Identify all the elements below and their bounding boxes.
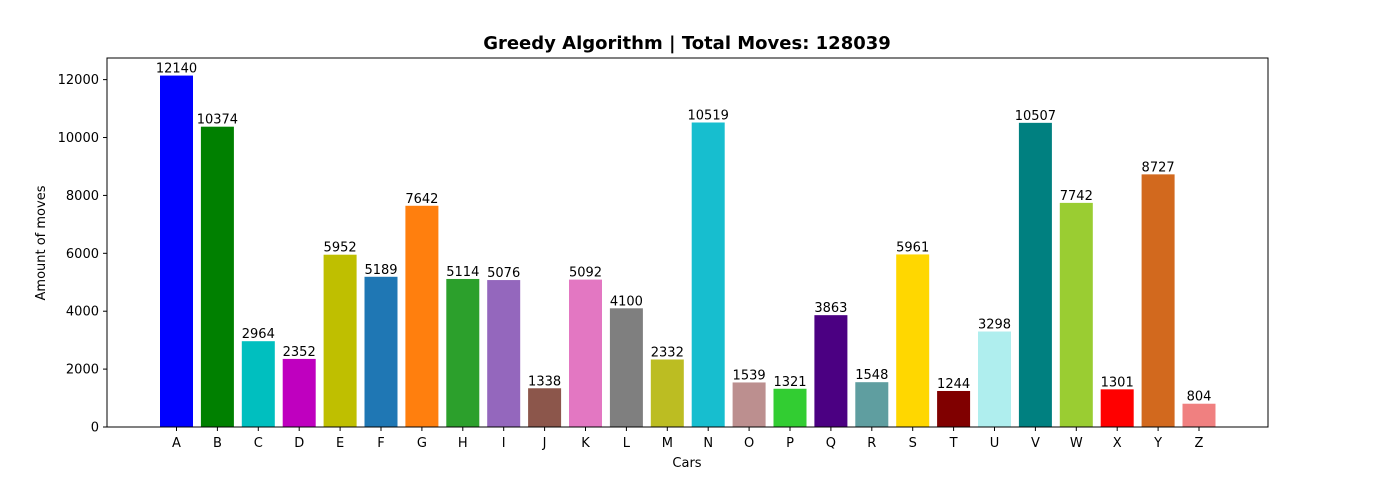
x-tick-label-u: U [990,436,1000,451]
bar-h [446,278,480,427]
bar-value-label-f: 5189 [364,263,397,278]
bar-s [896,254,930,427]
x-tick-label-v: V [1031,436,1040,451]
bar-b [200,126,234,427]
bar-x [1100,389,1134,427]
x-tick-label-o: O [744,436,754,451]
bar-value-label-i: 5076 [487,266,520,281]
x-tick-label-m: M [662,436,673,451]
y-tick-label-6000: 6000 [66,247,99,262]
bar-value-label-z: 804 [1187,390,1212,405]
bar-value-label-y: 8727 [1142,160,1175,175]
bar-z [1182,403,1216,427]
bar-f [364,276,398,427]
bar-c [241,341,275,427]
bar-e [323,254,357,427]
bar-value-label-j: 1338 [528,374,561,389]
y-tick-label-8000: 8000 [66,189,99,204]
bar-d [282,358,316,427]
bar-value-label-a: 12140 [156,62,197,77]
bar-l [609,308,643,427]
bar-value-label-n: 10519 [688,109,729,124]
plot-frame [106,57,1269,428]
bar-value-label-r: 1548 [855,368,888,383]
x-axis-label: Cars [672,456,701,471]
x-tick-label-q: Q [826,436,836,451]
y-axis-ticks: 0 2000 4000 6000 8000 10000 12000 [58,73,107,436]
bar-u [978,331,1011,427]
bar-value-label-m: 2332 [651,345,684,360]
bar-value-labels: 12140 10374 2964 2352 5952 5189 7642 5114 5076 13… [156,62,1212,405]
bar-value-label-w: 7742 [1060,189,1093,204]
x-tick-label-f: F [377,436,384,451]
x-tick-label-k: K [581,436,590,451]
x-tick-label-c: C [254,436,263,451]
bar-w [1059,202,1093,427]
bar-value-label-t: 1244 [937,377,970,392]
bar-value-label-c: 2964 [242,327,275,342]
bar-p [773,388,807,427]
bar-value-label-x: 1301 [1101,375,1134,390]
x-tick-label-r: R [867,436,876,451]
y-tick-label-0: 0 [91,421,99,436]
bar-y [1141,174,1175,427]
x-tick-label-a: A [172,436,181,451]
y-tick-label-4000: 4000 [66,305,99,320]
x-tick-label-t: T [949,436,958,451]
x-tick-label-j: J [542,436,547,451]
bar-value-label-o: 1539 [733,368,766,383]
x-axis-ticks: A B C D E F G H I J K L M N O P Q R S T U V W X Y Z [172,427,1204,451]
x-tick-label-w: W [1070,436,1083,451]
chart-title: Greedy Algorithm | Total Moves: 128039 [483,33,891,54]
bar-value-label-e: 5952 [324,241,357,256]
x-tick-label-i: I [502,436,506,451]
bar-n [691,122,725,427]
x-tick-label-d: D [294,436,304,451]
x-tick-label-y: Y [1153,436,1162,451]
y-tick-label-12000: 12000 [58,73,99,88]
bar-g [405,205,439,427]
bar-j [528,388,562,427]
bar-value-label-l: 4100 [610,294,643,309]
bar-value-label-q: 3863 [814,301,847,316]
bar-value-label-d: 2352 [283,345,316,360]
x-tick-label-g: G [417,436,427,451]
bar-value-label-h: 5114 [446,265,479,280]
bar-value-label-b: 10374 [197,113,238,128]
x-tick-label-x: X [1113,436,1122,451]
x-tick-label-l: L [623,436,631,451]
bar-k [569,279,602,427]
bar-m [650,359,684,427]
bar-v [1018,122,1052,427]
bar-value-label-v: 10507 [1015,109,1056,124]
bar-value-label-s: 5961 [896,240,929,255]
y-tick-label-10000: 10000 [58,131,99,146]
bar-i [487,280,521,427]
bars-group [160,75,1216,427]
bar-value-label-g: 7642 [405,192,438,207]
x-tick-label-p: P [786,436,794,451]
bar-value-label-p: 1321 [773,375,806,390]
x-tick-label-h: H [458,436,468,451]
y-tick-label-2000: 2000 [66,363,99,378]
x-tick-label-n: N [703,436,713,451]
bar-value-label-u: 3298 [978,318,1011,333]
bar-r [855,382,889,427]
y-axis-label: Amount of moves [34,185,49,300]
bar-a [160,75,193,427]
x-tick-label-b: B [213,436,222,451]
bar-t [937,390,971,427]
bar-o [732,382,766,427]
x-tick-label-e: E [336,436,344,451]
bar-value-label-k: 5092 [569,266,602,281]
x-tick-label-s: S [909,436,917,451]
x-tick-label-z: Z [1195,436,1204,451]
bar-q [814,315,848,427]
